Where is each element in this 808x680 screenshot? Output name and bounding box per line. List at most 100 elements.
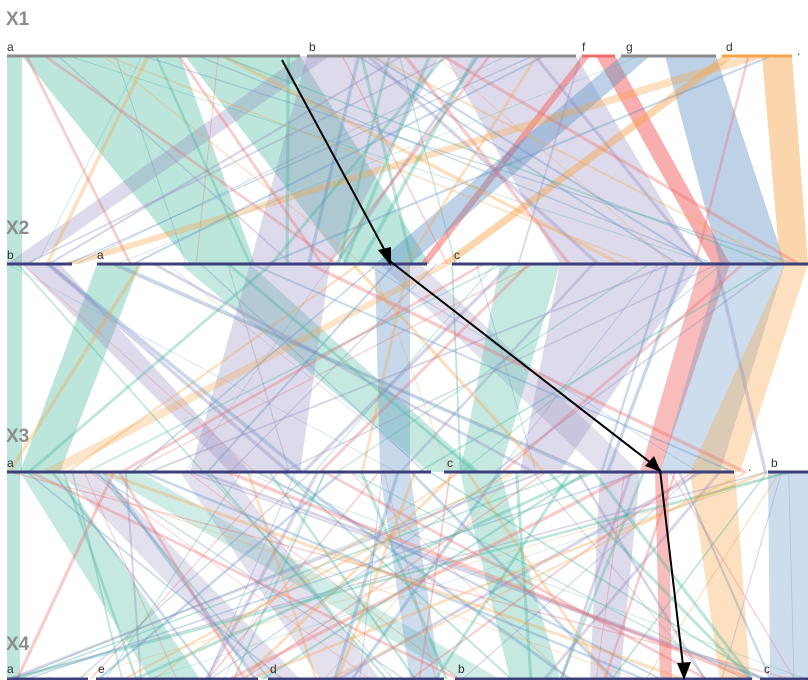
ribbon-line	[268, 471, 417, 680]
ribbon-band[interactable]	[460, 472, 560, 679]
ribbon-band[interactable]	[185, 56, 430, 264]
ribbon-line	[210, 471, 506, 680]
ribbon-line	[44, 54, 338, 266]
ribbon-line	[262, 471, 588, 680]
ribbon-line	[132, 55, 546, 265]
ribbon-line	[143, 55, 796, 265]
ribbon-band[interactable]	[768, 472, 808, 679]
ribbon-line	[57, 55, 293, 265]
ribbon-line	[323, 471, 515, 680]
ribbon-line	[105, 471, 242, 680]
ribbon-line	[108, 263, 590, 473]
ribbon-line	[270, 55, 446, 265]
ribbon-line	[41, 471, 638, 680]
ribbon-band[interactable]	[22, 56, 255, 264]
ribbon-line	[266, 55, 772, 265]
ribbon-line	[669, 471, 796, 680]
ribbon-line	[559, 471, 646, 680]
ribbon-band[interactable]	[380, 472, 440, 679]
axis-x1-label-b: b	[309, 40, 316, 54]
ribbon-line	[302, 262, 513, 474]
ribbon-line	[576, 471, 706, 680]
ribbon-line	[200, 263, 425, 473]
ribbon-band[interactable]	[690, 472, 750, 679]
ribbon-line	[399, 263, 594, 473]
ribbon-line	[337, 55, 391, 265]
ribbon-line	[123, 471, 514, 680]
ribbon-line	[71, 471, 123, 680]
ribbon-band[interactable]	[7, 264, 22, 472]
ribbon-line	[96, 471, 271, 680]
ribbon-line	[12, 471, 531, 680]
ribbon-band[interactable]	[460, 264, 560, 472]
ribbon-line	[46, 262, 290, 474]
ribbon-band[interactable]	[60, 472, 300, 679]
ribbon-band[interactable]	[445, 56, 700, 264]
axis-x4-label-e: e	[98, 662, 105, 676]
ribbon-band[interactable]	[420, 56, 590, 264]
ribbon-line	[547, 470, 752, 680]
ribbon-band[interactable]	[180, 472, 380, 679]
ribbon-line	[116, 55, 640, 265]
ribbon-band[interactable]	[180, 264, 480, 472]
ribbon-line	[242, 470, 458, 680]
ribbon-line	[227, 262, 477, 474]
axis-x4-label-d: d	[270, 662, 277, 676]
ribbon-band[interactable]	[20, 472, 200, 679]
ribbon-band[interactable]	[520, 264, 700, 472]
ribbon-line	[68, 55, 712, 265]
ribbon-line	[220, 55, 773, 265]
ribbon-band[interactable]	[20, 264, 140, 472]
ribbon-band[interactable]	[640, 264, 730, 472]
axis-x4-label-a: a	[7, 662, 14, 676]
ribbon-band[interactable]	[60, 56, 770, 264]
ribbon-band[interactable]	[596, 56, 730, 264]
ribbon-line	[153, 262, 534, 474]
ribbon-band[interactable]	[762, 56, 808, 264]
ribbon-line	[233, 471, 326, 680]
ribbon-line	[373, 55, 782, 265]
ribbon-band[interactable]	[7, 472, 20, 679]
ribbon-line	[8, 471, 768, 680]
ribbon-line	[403, 54, 571, 266]
ribbon-band[interactable]	[375, 264, 410, 472]
ribbon-band[interactable]	[380, 264, 640, 472]
ribbon-line	[282, 470, 571, 680]
ribbon-line	[721, 471, 783, 680]
ribbon-line	[534, 55, 704, 265]
ribbon-line	[222, 54, 622, 266]
ribbon-band[interactable]	[655, 472, 672, 679]
ribbon-line	[645, 471, 781, 680]
ribbon-line	[560, 471, 633, 680]
ribbon-band[interactable]	[40, 264, 452, 472]
ribbon-band[interactable]	[660, 264, 785, 472]
ribbon-band[interactable]	[22, 264, 250, 472]
ribbon-line	[67, 55, 534, 265]
ribbon-line	[595, 471, 626, 680]
ribbon-band[interactable]	[690, 264, 808, 472]
ribbon-band[interactable]	[665, 56, 785, 264]
ribbon-line	[149, 263, 672, 473]
ribbon-line	[337, 470, 702, 680]
ribbon-line	[188, 471, 460, 680]
ribbon-line	[475, 263, 537, 473]
ribbon-line	[229, 263, 437, 473]
ribbon-line	[92, 471, 405, 680]
ribbon-band[interactable]	[190, 264, 330, 472]
ribbon-band[interactable]	[250, 56, 440, 264]
ribbon-band[interactable]	[590, 472, 640, 679]
ribbon-line	[198, 470, 767, 680]
ribbon-band[interactable]	[375, 56, 650, 264]
ribbon-line	[350, 471, 501, 680]
ribbon-line	[106, 55, 642, 265]
highlight-path-arrow	[281, 59, 685, 675]
ribbon-band[interactable]	[7, 56, 22, 264]
ribbon-line	[209, 471, 388, 680]
ribbon-band[interactable]	[440, 56, 735, 264]
ribbon-line	[36, 55, 143, 265]
ribbon-line	[383, 471, 436, 680]
ribbon-band[interactable]	[100, 472, 500, 679]
ribbon-band[interactable]	[7, 56, 330, 264]
axis-x2-label-c: c	[454, 248, 460, 262]
